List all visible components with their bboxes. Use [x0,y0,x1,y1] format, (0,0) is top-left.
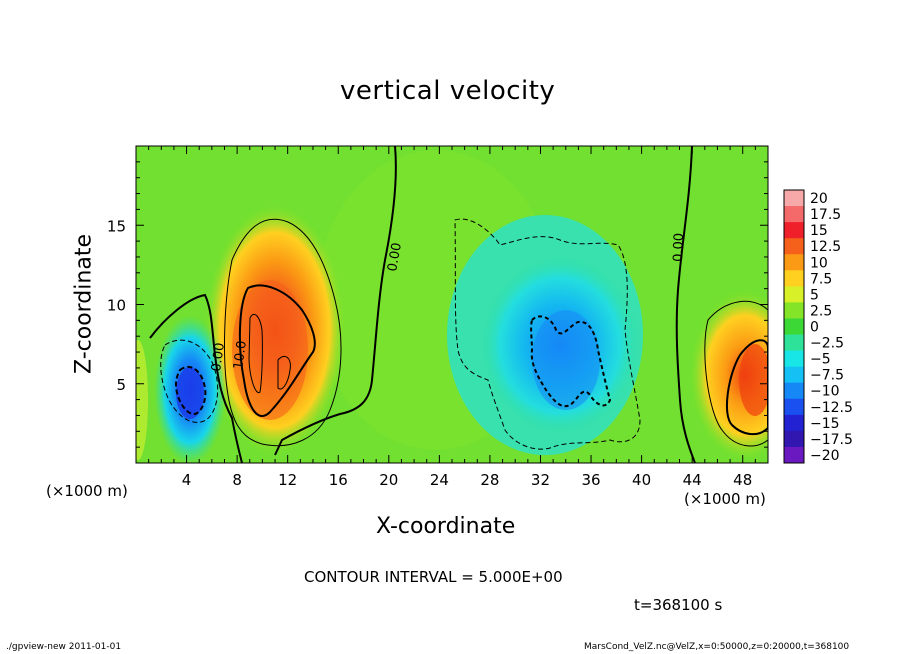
x-axis-label: X-coordinate [376,514,516,539]
colorbar-label: 15 [810,223,828,239]
colorbar-swatch [784,366,804,384]
colorbar-swatch [784,414,804,432]
x-tick-label: 32 [531,471,550,489]
colorbar-label: −2.5 [810,336,844,352]
colorbar-label: −20 [810,448,840,464]
x-tick-label: 28 [480,471,499,489]
contour-neg10 [530,315,612,408]
contour-lines [149,146,768,463]
colorbar-swatch [784,382,804,400]
colorbar-label: −17.5 [810,432,853,448]
colorbar-swatch [784,302,804,319]
field-layer [136,146,768,463]
contour-label: 0.00 [209,342,228,373]
x-tick-label: 40 [632,471,651,489]
contour-5 [224,218,342,447]
y-tick-labels: 5 10 15 [107,217,126,394]
x-tick-label: 20 [379,471,398,489]
footer-right: MarsCond_VelZ.nc@VelZ,x=0:50000,z=0:2000… [584,642,850,652]
colorbar-swatch [784,206,804,223]
zero-contour [149,293,243,463]
colorbar-label: 5 [810,287,819,303]
colorbar-label: −15 [810,416,840,432]
x-tick-label: 16 [329,471,348,489]
colorbar-swatch [784,334,804,352]
contour-15 [277,355,291,390]
colorbar-swatch [784,430,804,448]
colorbar-label: 17.5 [810,207,841,223]
x-unit-right: (×1000 m) [684,490,766,508]
x-unit-left: (×1000 m) [46,482,128,500]
contour-interval: CONTOUR INTERVAL = 5.000E+00 [304,568,563,586]
x-tick-label: 48 [733,471,752,489]
contour-15 [248,314,263,394]
axis-ticks [136,146,768,463]
x-tick-label: 4 [182,471,192,489]
contour-10 [238,284,316,418]
x-tick-label: 44 [683,471,702,489]
colorbar-swatch [784,222,804,239]
x-tick-label: 8 [232,471,242,489]
chart-title: vertical velocity [340,76,556,106]
y-tick-label: 5 [116,376,126,394]
colorbar-label: −5 [810,352,831,368]
colorbar-label: −7.5 [810,368,844,384]
colorbar-swatch [784,238,804,255]
contour-neg5 [454,218,641,450]
y-axis-label: Z-coordinate [71,234,97,374]
colorbar-swatch [784,398,804,416]
colorbar-label: 7.5 [810,271,832,287]
colorbar-label: 10 [810,255,828,271]
colorbar-swatch [784,446,804,464]
x-tick-labels: 4 8 12 16 20 24 28 32 36 40 44 48 [182,471,752,489]
y-tick-label: 10 [107,297,126,315]
colorbar: 2017.51512.5107.552.50−2.5−5−7.5−10−12.5… [783,189,853,464]
contour-label: 0.00 [671,233,687,262]
colorbar-label: −12.5 [810,400,853,416]
colorbar-label: 12.5 [810,239,841,255]
zero-contour [274,146,397,456]
colorbar-swatch [784,286,804,303]
contour-neg10 [174,365,207,416]
footer-left: ./gpview-new 2011-01-01 [6,642,122,652]
contour-10 [725,339,768,436]
contour-label-layer: 0.00 0.00 0.00 10.0 [209,233,687,373]
contour-5 [704,300,768,447]
colorbar-swatch [784,190,804,207]
colorbar-swatch [784,270,804,287]
colorbar-label: 0 [810,320,819,336]
contour-label: 0.00 [385,242,405,273]
x-tick-label: 12 [278,471,297,489]
contour-label: 10.0 [231,340,250,371]
colorbar-label: 20 [810,191,828,207]
colorbar-swatch [784,254,804,271]
x-tick-label: 24 [430,471,449,489]
x-tick-label: 36 [581,471,600,489]
colorbar-frame [783,189,805,464]
y-tick-label: 15 [107,217,126,235]
colorbar-swatch [784,318,804,336]
colorbar-label: −10 [810,384,840,400]
colorbar-label: 2.5 [810,303,832,319]
zero-contour [675,146,696,463]
time-stamp: t=368100 s [634,596,723,614]
colorbar-swatch [784,350,804,368]
